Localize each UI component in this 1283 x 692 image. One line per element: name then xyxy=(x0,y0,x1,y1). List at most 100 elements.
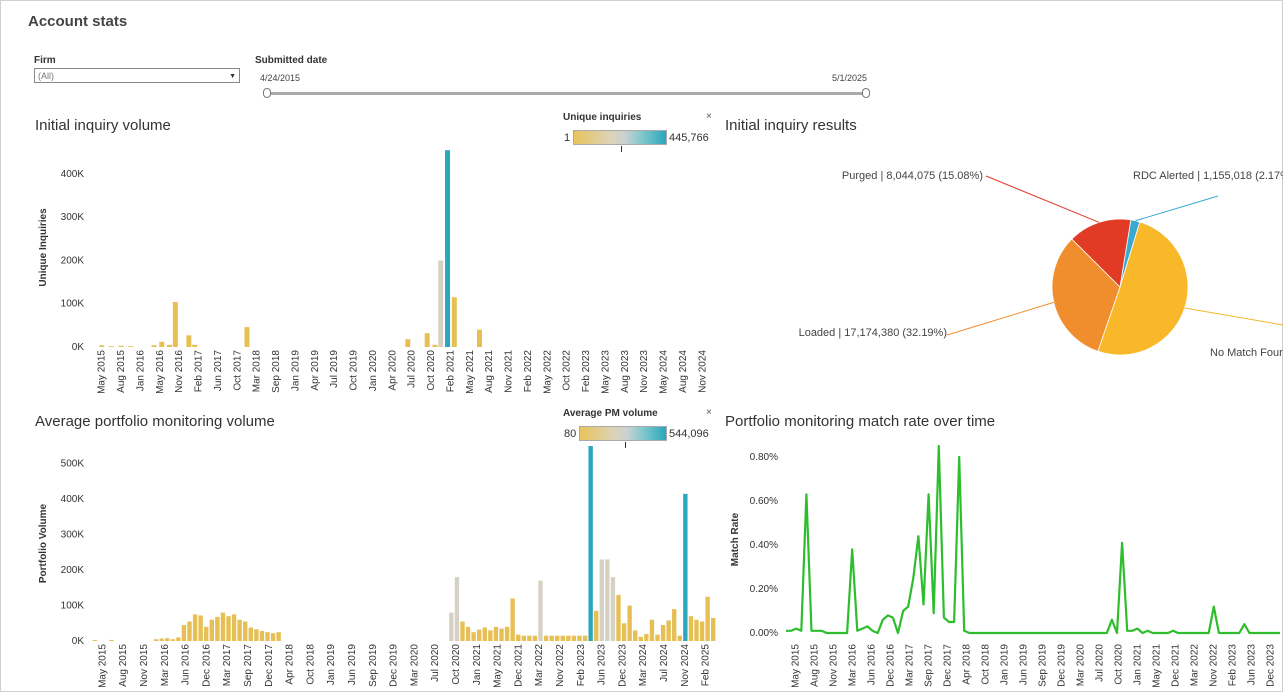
x-tick-label: Sep 2018 xyxy=(271,350,282,393)
x-tick-label: Apr 2018 xyxy=(962,644,973,685)
pm-legend-marker xyxy=(625,442,626,448)
dashboard-title: Account stats xyxy=(28,13,128,30)
x-tick-label: Feb 2023 xyxy=(576,644,587,687)
x-tick-label: May 2015 xyxy=(97,350,108,394)
bar xyxy=(594,610,599,641)
bar xyxy=(460,621,465,641)
x-tick-label: Jun 2019 xyxy=(1019,644,1030,686)
pie-slice-loaded xyxy=(1051,238,1121,352)
bar xyxy=(672,609,677,641)
y-tick-label: 100K xyxy=(61,601,85,612)
pm-legend-max: 544,096 xyxy=(669,428,709,440)
bar xyxy=(243,621,248,641)
x-tick-label: Oct 2020 xyxy=(426,350,437,391)
bar xyxy=(159,638,164,641)
x-tick-label: Mar 2020 xyxy=(409,644,420,687)
bar xyxy=(181,625,187,641)
x-tick-label: May 2015 xyxy=(791,644,802,688)
bar xyxy=(209,619,214,641)
bar xyxy=(99,345,105,347)
x-tick-label: Sep 2019 xyxy=(368,644,379,687)
x-tick-label: Nov 2015 xyxy=(139,644,150,687)
bar xyxy=(170,639,175,641)
y-axis-label: Match Rate xyxy=(730,512,741,566)
bar xyxy=(270,633,276,641)
bar xyxy=(471,632,476,641)
x-tick-label: Jul 2024 xyxy=(659,644,670,682)
bar xyxy=(699,621,705,641)
match-rate-title: Portfolio monitoring match rate over tim… xyxy=(725,413,996,430)
bar xyxy=(198,615,203,641)
date-slider-track[interactable] xyxy=(268,92,866,95)
close-icon[interactable]: × xyxy=(706,407,712,418)
pie-label: Purged | 8,044,075 (15.08%) xyxy=(842,170,983,182)
x-tick-label: Mar 2022 xyxy=(534,644,545,687)
bar xyxy=(571,635,577,641)
date-slider-end-handle[interactable] xyxy=(862,88,870,98)
bar xyxy=(638,636,643,641)
x-tick-label: Aug 2023 xyxy=(620,350,631,393)
x-tick-label: Dec 2023 xyxy=(1266,644,1277,687)
bar xyxy=(621,623,627,641)
x-tick-label: Nov 2023 xyxy=(639,350,650,393)
bar xyxy=(616,594,621,641)
x-tick-label: Mar 2017 xyxy=(905,644,916,687)
bar xyxy=(153,639,159,641)
x-tick-label: May 2022 xyxy=(542,350,553,394)
x-tick-label: Feb 2022 xyxy=(523,350,534,393)
x-tick-label: Oct 2017 xyxy=(232,350,243,391)
bar xyxy=(151,345,157,347)
x-tick-label: Dec 2021 xyxy=(513,644,524,687)
x-tick-label: Mar 2024 xyxy=(638,644,649,687)
bar xyxy=(660,625,666,641)
bar xyxy=(510,598,515,641)
x-tick-label: Dec 2017 xyxy=(943,644,954,687)
bar xyxy=(432,344,438,347)
y-tick-label: 400K xyxy=(61,494,85,505)
close-icon[interactable]: × xyxy=(706,111,712,122)
pm-volume-title: Average portfolio monitoring volume xyxy=(35,413,275,430)
bar xyxy=(477,629,482,641)
match-rate-line xyxy=(786,444,1280,635)
x-tick-label: Dec 2016 xyxy=(886,644,897,687)
x-tick-label: May 2016 xyxy=(155,350,166,394)
bar xyxy=(276,632,281,641)
pie-leader-line xyxy=(985,175,1100,223)
date-slider-start-handle[interactable] xyxy=(263,88,271,98)
bar xyxy=(187,621,192,641)
date-start-label: 4/24/2015 xyxy=(260,73,301,83)
firm-select[interactable]: (All) ▼ xyxy=(34,68,240,83)
x-tick-label: Jun 2019 xyxy=(347,644,358,686)
inquiry-results-title: Initial inquiry results xyxy=(725,117,857,134)
bar xyxy=(465,626,471,641)
x-tick-label: Nov 2022 xyxy=(1209,644,1220,687)
bar xyxy=(172,302,178,347)
bar xyxy=(677,635,682,641)
pie-slice-purged xyxy=(1071,218,1132,288)
y-axis-label: Portfolio Volume xyxy=(38,503,49,583)
bar xyxy=(451,297,457,347)
y-tick-label: 0K xyxy=(72,636,85,647)
x-tick-label: Oct 2019 xyxy=(349,350,360,391)
bar xyxy=(449,612,454,641)
x-tick-label: Jul 2020 xyxy=(407,350,418,388)
bar xyxy=(566,635,571,641)
inquiry-legend-marker xyxy=(621,146,622,152)
bar xyxy=(108,346,114,347)
x-tick-label: Jan 2019 xyxy=(290,350,301,392)
x-tick-label: Aug 2024 xyxy=(678,350,689,393)
bar xyxy=(633,630,638,641)
bar xyxy=(605,559,610,641)
x-tick-label: Aug 2015 xyxy=(118,644,129,687)
x-tick-label: Aug 2015 xyxy=(810,644,821,687)
bar xyxy=(655,634,660,641)
bar xyxy=(644,633,649,641)
pie-leader-line xyxy=(946,301,1054,336)
x-tick-label: Jun 2023 xyxy=(1247,644,1258,686)
x-tick-label: Feb 2025 xyxy=(701,644,712,687)
y-tick-label: 0K xyxy=(72,342,85,353)
x-tick-label: May 2021 xyxy=(465,350,476,394)
bar xyxy=(237,619,242,641)
bar xyxy=(254,629,259,641)
